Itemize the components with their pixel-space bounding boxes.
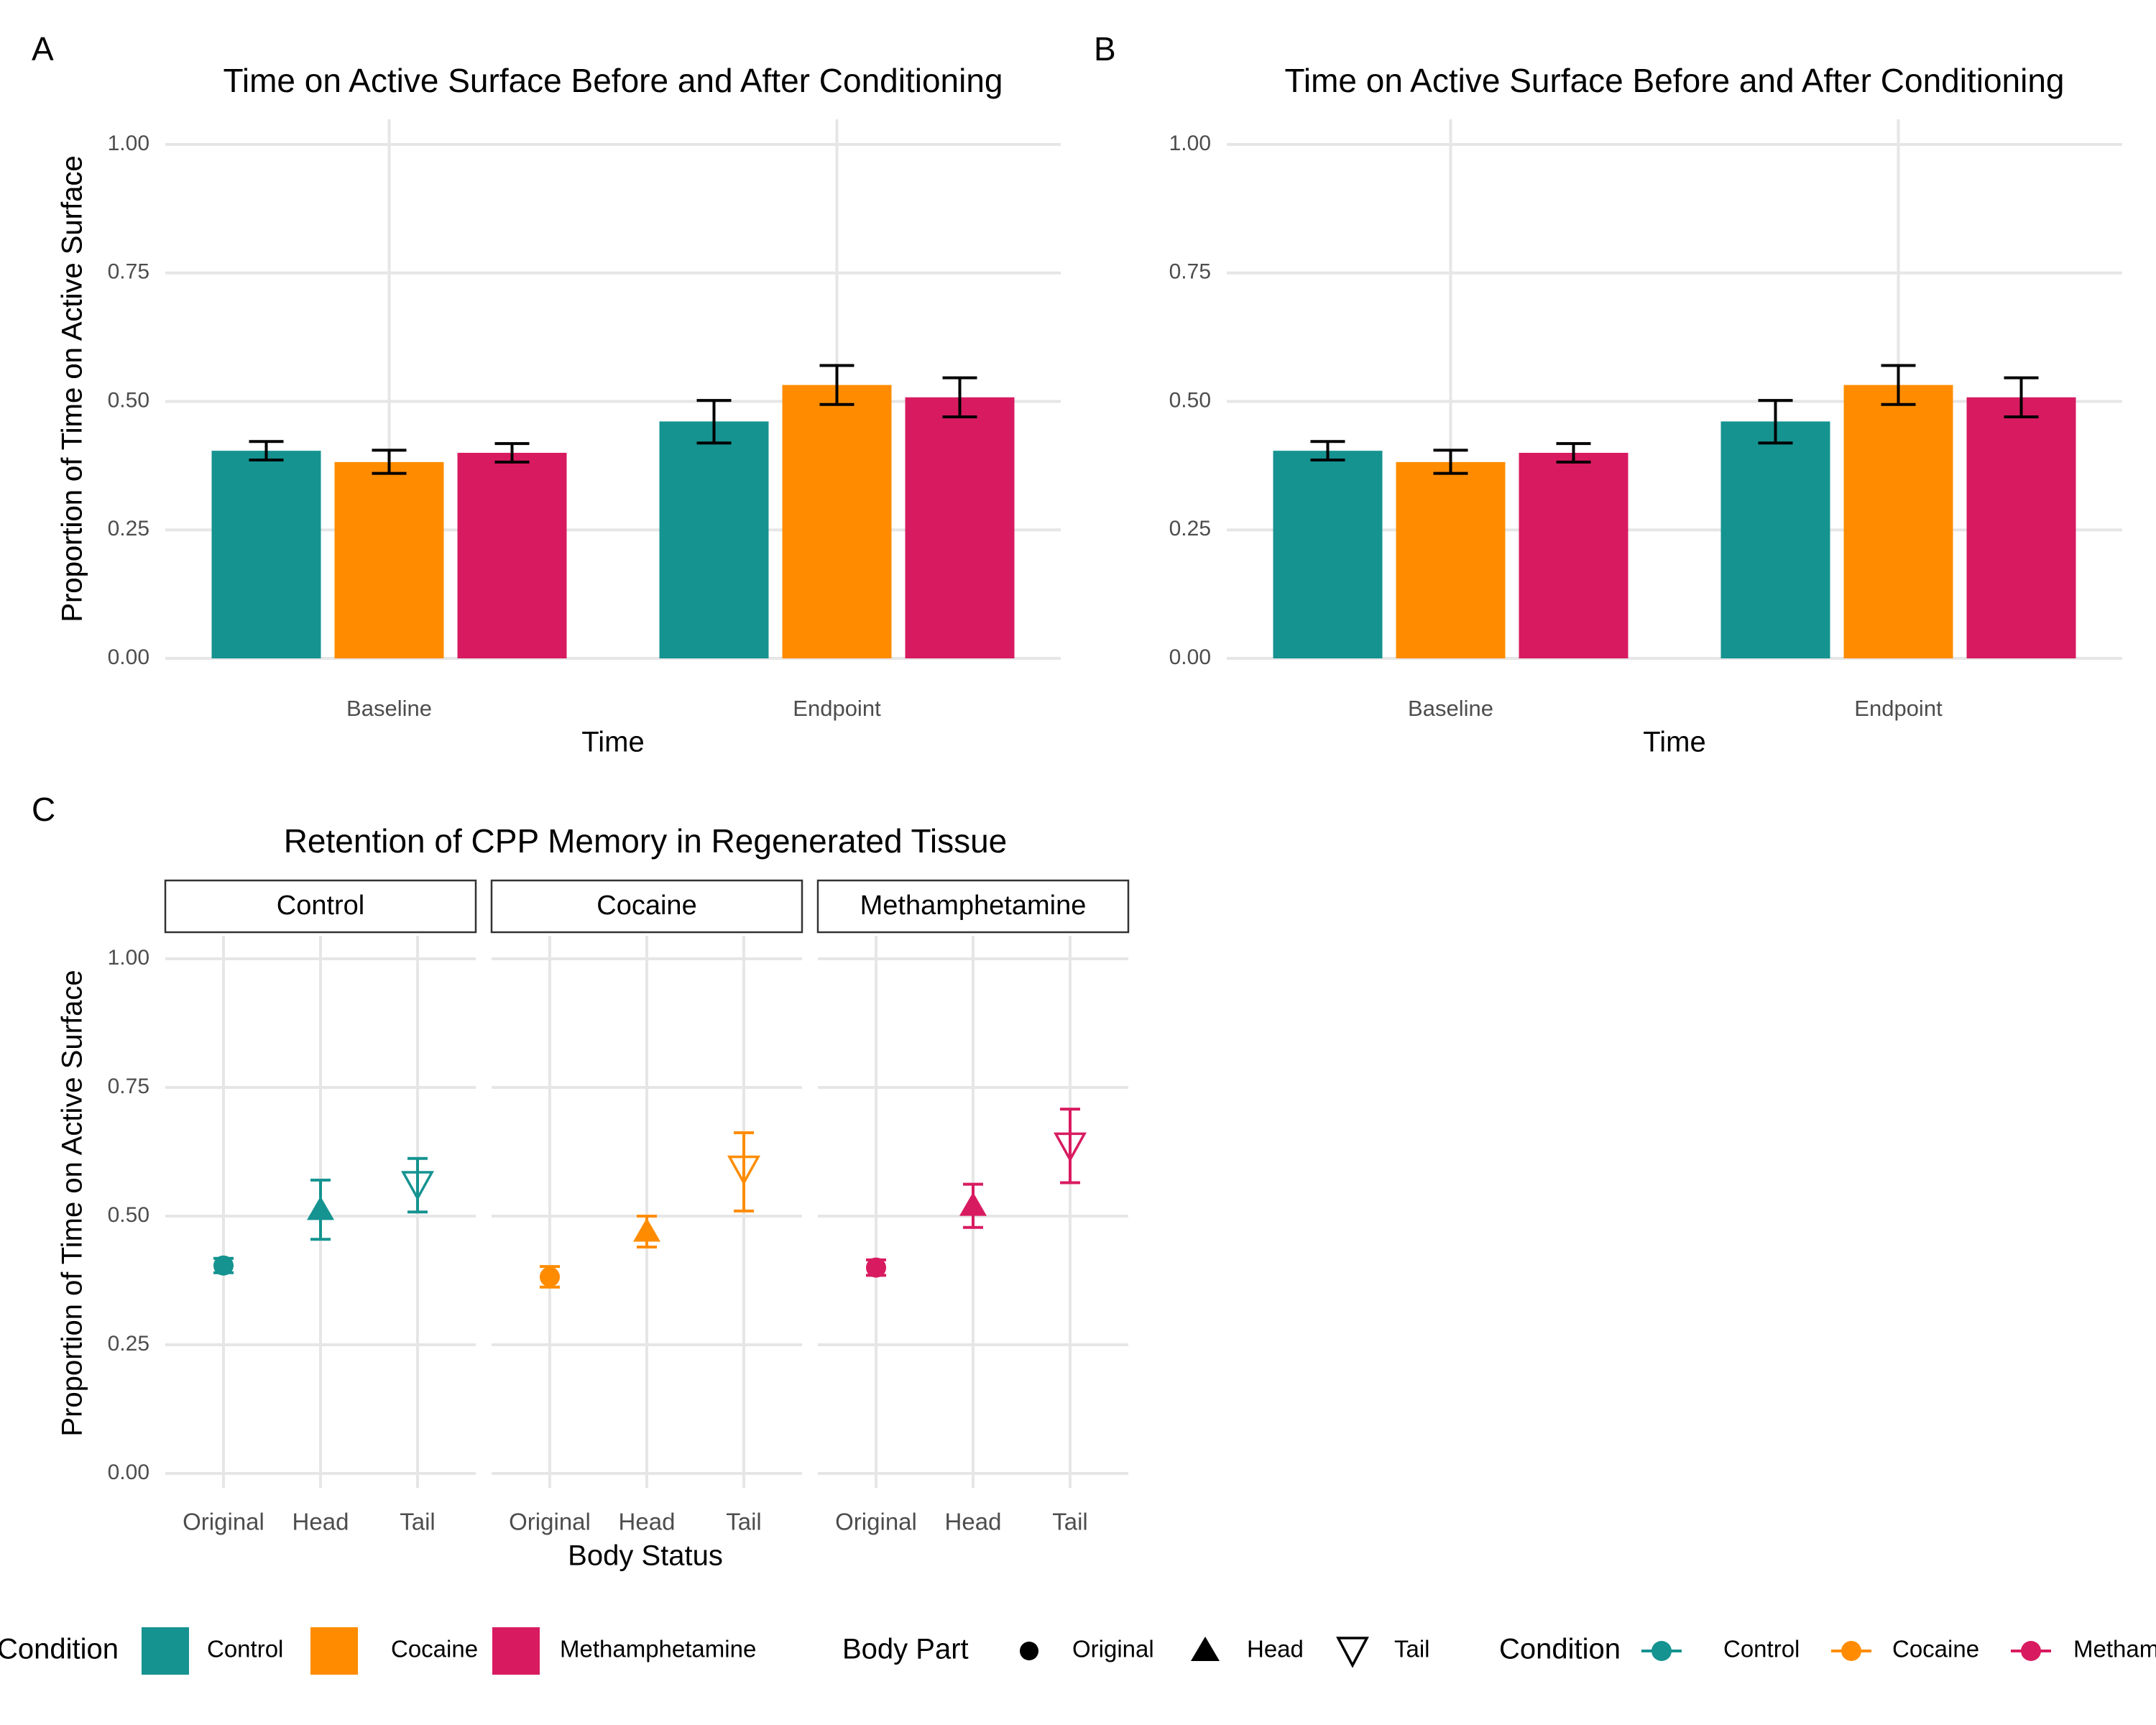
facet-methamphetamine: Methamphetamine Original Head Tail <box>816 879 1130 1535</box>
bar <box>1519 453 1628 658</box>
x-axis-label: Body Status <box>568 1540 723 1572</box>
legend-label: Original <box>1072 1636 1154 1662</box>
bar <box>659 421 769 658</box>
panel-a: A Time on Active Surface Before and After… <box>32 30 1061 758</box>
y-tick-label: 0.25 <box>108 1332 149 1356</box>
facet-strip <box>816 879 1130 934</box>
y-tick-label: 0.75 <box>108 1075 149 1098</box>
panel-label: A <box>32 30 54 68</box>
y-tick-label: 0.75 <box>1169 260 1211 284</box>
point-tail <box>727 1155 760 1186</box>
x-tick-label: Tail <box>400 1509 436 1535</box>
legend-swatch-cocaine <box>310 1627 358 1675</box>
y-tick-label: 0.25 <box>108 517 149 540</box>
y-tick-label: 0.00 <box>108 1460 149 1484</box>
legend-key-point-methamphetamine <box>2021 1641 2041 1661</box>
y-tick-label: 0.25 <box>1169 517 1211 540</box>
legend-label: Tail <box>1394 1636 1430 1662</box>
bar <box>1843 385 1953 658</box>
panel-c: C Retention of CPP Memory in Regenerated … <box>32 791 1130 1572</box>
x-tick-label: Tail <box>726 1509 762 1535</box>
point-original <box>866 1257 886 1278</box>
facet-strip <box>164 879 477 934</box>
x-tick-label: Head <box>619 1509 676 1535</box>
legend-label: Methamphetamine <box>2073 1636 2156 1662</box>
y-tick-label: 0.75 <box>108 260 149 284</box>
legend-key-point-cocaine <box>1841 1641 1861 1661</box>
facet-strip <box>490 879 803 934</box>
bar <box>782 385 892 658</box>
y-tick-label: 0.50 <box>108 1203 149 1227</box>
y-tick-label: 0.00 <box>108 645 149 669</box>
chart-title: Time on Active Surface Before and After … <box>1284 62 2064 99</box>
y-tick-label: 0.00 <box>1169 645 1211 669</box>
facet-strip-label: Control <box>277 891 365 921</box>
legend-key-point-control <box>1651 1641 1672 1661</box>
panel-b: B Time on Active Surface Before and After… <box>57 30 2122 758</box>
x-tick-label: Original <box>183 1509 264 1535</box>
x-tick-label: Tail <box>1052 1509 1088 1535</box>
point-tail <box>1054 1132 1087 1162</box>
bar <box>1720 421 1830 658</box>
x-axis-label: Time <box>581 727 644 758</box>
x-tick-label: Original <box>509 1509 591 1535</box>
x-tick-label: Baseline <box>1408 696 1493 721</box>
legend-label: Control <box>207 1636 283 1662</box>
bar <box>457 453 567 658</box>
y-tick-label: 0.50 <box>108 388 149 412</box>
legend-title-body-part: Body Part <box>842 1634 969 1665</box>
x-tick-label: Original <box>835 1509 917 1535</box>
chart-title: Retention of CPP Memory in Regenerated T… <box>284 822 1008 860</box>
x-tick-label: Head <box>945 1509 1002 1535</box>
legend-title-condition: Condition <box>0 1634 119 1665</box>
bar <box>1966 397 2076 658</box>
facet-strip-label: Cocaine <box>596 891 696 921</box>
bar <box>1396 461 1506 658</box>
point-original <box>213 1255 234 1276</box>
point-tail <box>401 1171 434 1201</box>
legend-label: Cocaine <box>391 1636 478 1662</box>
legend-shape-head <box>1191 1637 1220 1661</box>
facet-control: Control 0.00 0.25 0.50 0.75 1.00 Original Head T… <box>108 879 477 1535</box>
legend-label: Cocaine <box>1892 1636 1979 1662</box>
bar <box>334 461 444 658</box>
legends: Condition Control Cocaine Methamphetamine Bo… <box>0 1627 2156 1675</box>
bar <box>211 451 321 658</box>
y-axis-label: Proportion of Time on Active Surface <box>57 970 88 1436</box>
chart-title: Time on Active Surface Before and After … <box>223 62 1003 99</box>
point-head <box>633 1218 660 1242</box>
legend-title-condition-2: Condition <box>1499 1634 1621 1665</box>
y-tick-label: 1.00 <box>108 132 149 155</box>
legend-shape-tail <box>1336 1637 1369 1668</box>
point-head <box>307 1196 334 1220</box>
legend-swatch-methamphetamine <box>492 1627 540 1675</box>
y-axis-label: Proportion of Time on Active Surface <box>57 155 88 622</box>
point-head <box>959 1192 987 1216</box>
facet-cocaine: Cocaine Original Head Tail <box>490 879 803 1535</box>
legend-shape-original <box>1020 1642 1038 1660</box>
panel-label: B <box>1094 30 1116 68</box>
x-tick-label: Endpoint <box>1854 696 1943 721</box>
bar <box>1273 451 1383 658</box>
legend-swatch-control <box>142 1627 189 1675</box>
x-tick-label: Baseline <box>346 696 432 721</box>
x-axis-label: Time <box>1643 727 1705 758</box>
y-tick-label: 1.00 <box>1169 132 1211 155</box>
y-axis-label: Proportion of Time on Active Surface <box>57 155 88 622</box>
point-original <box>540 1266 560 1287</box>
x-tick-label: Head <box>292 1509 349 1535</box>
panel-label: C <box>32 791 55 828</box>
legend-label: Head <box>1247 1636 1304 1662</box>
x-tick-label: Endpoint <box>793 696 881 721</box>
y-tick-label: 0.50 <box>1169 388 1211 412</box>
y-tick-label: 1.00 <box>108 946 149 970</box>
legend-label: Control <box>1723 1636 1800 1662</box>
bar <box>905 397 1015 658</box>
facet-strip-label: Methamphetamine <box>860 891 1087 921</box>
legend-label: Methamphetamine <box>560 1636 756 1662</box>
